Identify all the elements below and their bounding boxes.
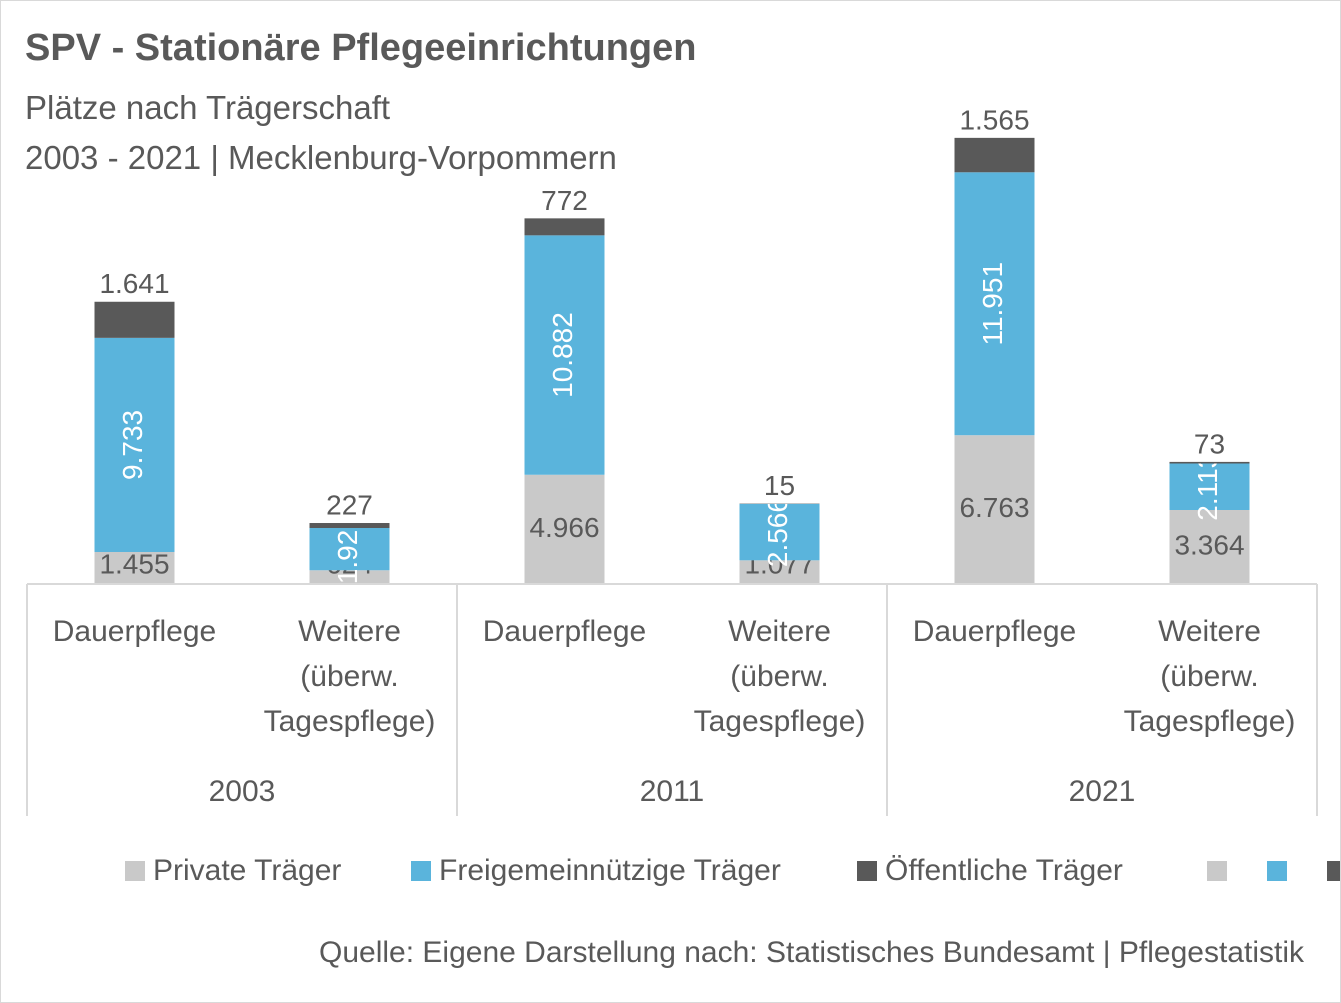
- bar-2021-weitere-series-3: [1169, 461, 1250, 464]
- bar-2021-weitere-series-1: [1169, 509, 1250, 584]
- data-label-freigemeinnuetzig: 2.113: [1192, 453, 1223, 521]
- x-tick-label-category: Tagespflege): [264, 705, 436, 738]
- legend-swatch-6: [1327, 861, 1340, 881]
- legend-label-1: Private Träger: [153, 854, 341, 887]
- data-label-freigemeinnuetzig: 9.733: [117, 410, 148, 480]
- bar-2011-weitere-series-2: [739, 503, 820, 561]
- bar-2011-dauerpflege-series-2: [524, 235, 605, 475]
- source-note: Quelle: Eigene Darstellung nach: Statist…: [319, 936, 1304, 969]
- legend-label-3: Öffentliche Träger: [885, 854, 1123, 887]
- bar-2003-weitere-series-3: [309, 523, 390, 529]
- x-tick-label-year: 2021: [1069, 775, 1136, 808]
- bar-2021-dauerpflege-series-2: [954, 172, 1035, 436]
- bar-2021-dauerpflege-series-3: [954, 137, 1035, 173]
- x-tick-label-category: Dauerpflege: [483, 615, 646, 648]
- x-tick-label-category: Tagespflege): [694, 705, 866, 738]
- data-label-oeffentlich: 1.641: [99, 268, 169, 299]
- legend-swatch-1: [125, 861, 145, 881]
- bar-2011-dauerpflege-series-1: [524, 474, 605, 584]
- x-tick-label-category: (überw.: [300, 660, 398, 693]
- bar-2021-weitere-series-2: [1169, 463, 1250, 510]
- data-label-private: 3.364: [1174, 529, 1244, 560]
- bar-2003-dauerpflege-series-1: [94, 551, 175, 584]
- x-tick-label-category: (überw.: [730, 660, 828, 693]
- legend-label-2: Freigemeinnützige Träger: [439, 854, 781, 887]
- x-tick-label-category: Dauerpflege: [913, 615, 1076, 648]
- data-label-oeffentlich: 772: [541, 185, 588, 216]
- legend-swatch-3: [857, 861, 877, 881]
- bar-2011-weitere-series-1: [739, 560, 820, 584]
- x-tick-label-year: 2011: [640, 775, 705, 808]
- data-label-oeffentlich: 15: [764, 470, 795, 501]
- x-tick-label-category: Weitere: [298, 615, 401, 648]
- x-tick-label-year: 2003: [209, 775, 276, 808]
- bar-2003-dauerpflege-series-3: [94, 301, 175, 338]
- bar-2003-weitere-series-1: [309, 570, 390, 584]
- data-label-oeffentlich: 227: [326, 489, 373, 520]
- x-tick-label-category: Dauerpflege: [53, 615, 216, 648]
- data-label-private: 1.455: [99, 548, 169, 579]
- x-tick-label-category: (überw.: [1160, 660, 1258, 693]
- data-label-oeffentlich: 1.565: [959, 104, 1029, 135]
- x-tick-label-category: Weitere: [1158, 615, 1261, 648]
- data-label-freigemeinnuetzig: 10.882: [547, 312, 578, 398]
- legend-swatch-2: [411, 861, 431, 881]
- chart-subtitle: Plätze nach Trägerschaft: [25, 89, 391, 126]
- bar-2003-dauerpflege-series-2: [94, 337, 175, 552]
- data-label-oeffentlich: 73: [1194, 428, 1225, 459]
- chart-title: SPV - Stationäre Pflegeeinrichtungen: [25, 27, 697, 69]
- data-label-freigemeinnuetzig: 11.951: [977, 262, 1008, 346]
- data-label-private: 4.966: [529, 512, 599, 543]
- data-label-freigemeinnuetzig: 2.566: [762, 497, 793, 567]
- chart-subtitle-period-region: 2003 - 2021 | Mecklenburg-Vorpommern: [25, 139, 617, 176]
- data-label-private: 6.763: [959, 492, 1029, 523]
- legend-swatch-4: [1207, 861, 1227, 881]
- x-tick-label-category: Tagespflege): [1124, 705, 1296, 738]
- x-tick-label-category: Weitere: [728, 615, 831, 648]
- bar-2003-weitere-series-2: [309, 528, 390, 571]
- bar-2021-dauerpflege-series-1: [954, 435, 1035, 584]
- bar-2011-dauerpflege-series-3: [524, 218, 605, 236]
- legend-swatch-5: [1267, 861, 1287, 881]
